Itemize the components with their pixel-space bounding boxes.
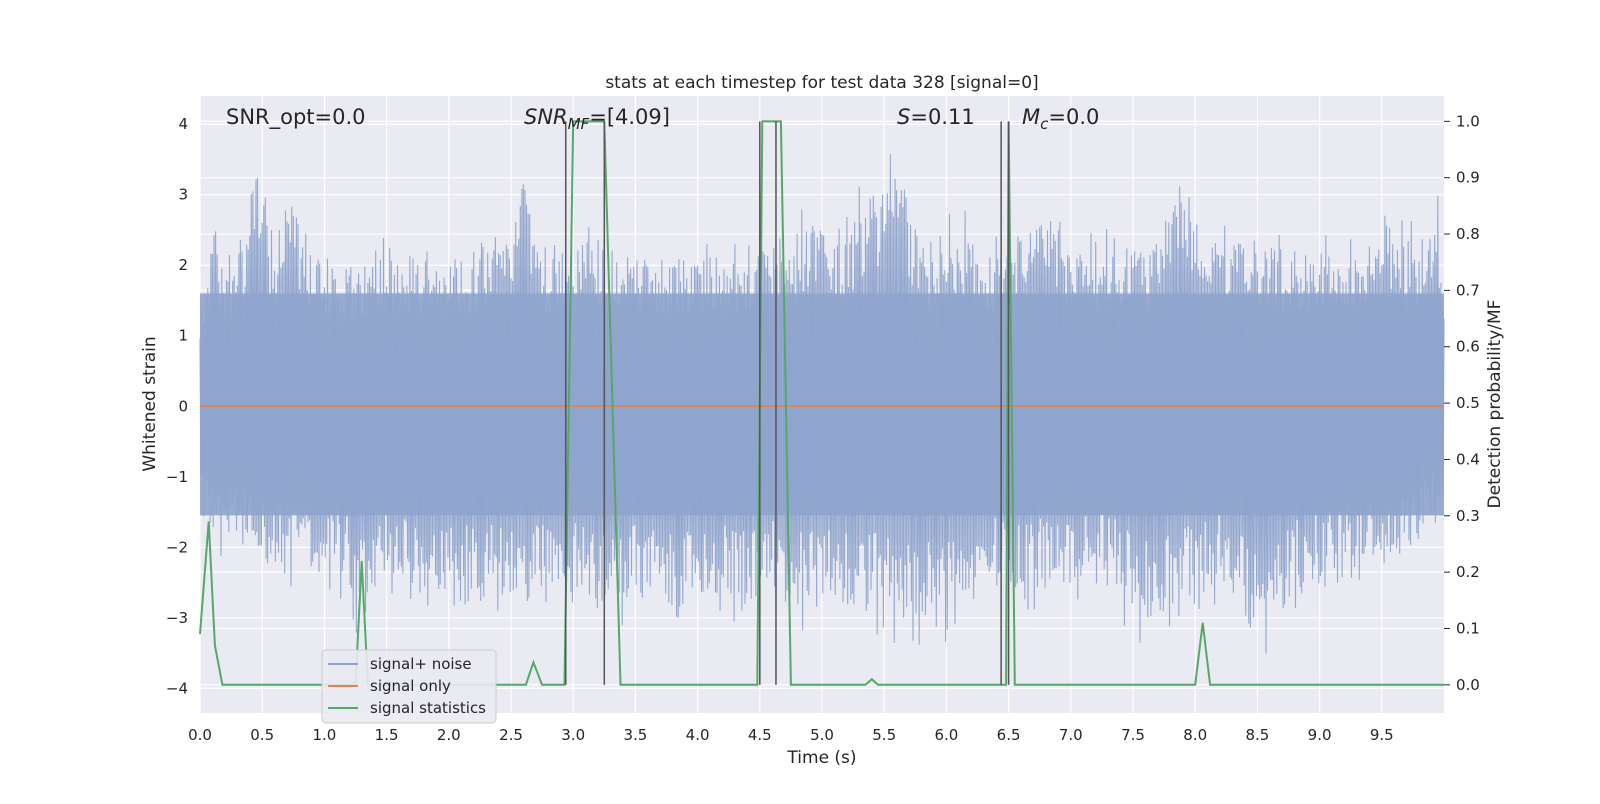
x-tick-label-19: 9.5: [1370, 726, 1394, 744]
legend-label-stats: signal statistics: [370, 699, 486, 717]
y2-tick-label-0: 0.0: [1456, 676, 1480, 694]
series-noise-core: [200, 293, 1444, 516]
y-tick-label-8: 4: [178, 115, 188, 133]
x-tick-label-2: 1.0: [312, 726, 336, 744]
legend-label-signal: signal only: [370, 677, 451, 695]
x-tick-label-6: 3.0: [561, 726, 585, 744]
annotation-mc-value: =0.0: [1048, 105, 1099, 129]
y2-tick-label-3: 0.3: [1456, 507, 1480, 525]
y-tick-label-1: −3: [166, 609, 188, 627]
x-tick-label-0: 0.0: [188, 726, 212, 744]
y2-tick-label-2: 0.2: [1456, 563, 1480, 581]
annotation-s-var: S: [897, 105, 910, 129]
y-tick-labels: −4 −3 −2 −1 0 1 2 3 4: [166, 115, 188, 697]
x-tick-labels: 0.0 0.5 1.0 1.5 2.0 2.5 3.0 3.5 4.0 4.5 5.0 5.5 6.0 6…: [188, 726, 1394, 744]
x-tick-label-7: 3.5: [623, 726, 647, 744]
y2-tick-label-5: 0.5: [1456, 394, 1480, 412]
annotation-s: S=0.11: [897, 105, 975, 129]
y2-tick-labels: 0.0 0.1 0.2 0.3 0.4 0.5 0.6 0.7 0.8 0.9 1.0: [1444, 112, 1480, 694]
y-tick-label-4: 0: [178, 397, 188, 415]
x-axis-label: Time (s): [786, 748, 856, 768]
x-tick-label-5: 2.5: [499, 726, 523, 744]
annotation-snr-mf-sub: MF: [568, 115, 590, 133]
x-tick-label-15: 7.5: [1121, 726, 1145, 744]
x-tick-label-4: 2.0: [437, 726, 461, 744]
x-tick-label-10: 5.0: [810, 726, 834, 744]
annotation-mc-var: M: [1022, 105, 1040, 129]
legend-box: [321, 649, 497, 724]
chart-title: stats at each timestep for test data 328…: [605, 73, 1038, 93]
annotation-snr-mf-prefix: SNR: [524, 105, 568, 129]
y2-tick-label-1: 0.1: [1456, 619, 1480, 637]
x-tick-label-8: 4.0: [686, 726, 710, 744]
marker-layer: [564, 121, 1010, 685]
legend: signal+ noise signal only signal statist…: [321, 649, 497, 724]
y-tick-label-2: −2: [166, 538, 188, 556]
x-tick-label-18: 9.0: [1308, 726, 1332, 744]
y2-tick-label-4: 0.4: [1456, 450, 1480, 468]
legend-label-noise: signal+ noise: [370, 655, 472, 673]
y-tick-label-7: 3: [178, 186, 188, 204]
x-tick-label-9: 4.5: [748, 726, 772, 744]
y2-axis-label: Detection probability/MF: [1485, 300, 1505, 509]
annotation-mc: Mc=0.0: [1022, 105, 1099, 133]
annotation-s-value: =0.11: [910, 105, 974, 129]
x-tick-label-14: 7.0: [1059, 726, 1083, 744]
annotation-mc-sub: c: [1040, 115, 1049, 133]
y-axis-label: Whitened strain: [140, 336, 160, 471]
stats-layer: [199, 120, 1444, 686]
series-stats-line: [199, 120, 1444, 686]
x-tick-label-12: 6.0: [934, 726, 958, 744]
x-tick-label-11: 5.5: [872, 726, 896, 744]
noise-layer: [199, 154, 1445, 654]
annotation-snr-mf: SNRMF=[4.09]: [524, 105, 670, 133]
x-tick-label-1: 0.5: [250, 726, 274, 744]
y2-tick-label-8: 0.8: [1456, 225, 1480, 243]
y-tick-label-3: −1: [166, 468, 188, 486]
y-tick-label-5: 1: [178, 327, 188, 345]
y2-tick-label-6: 0.6: [1456, 338, 1480, 356]
y2-tick-label-9: 0.9: [1456, 169, 1480, 187]
x-tick-label-3: 1.5: [375, 726, 399, 744]
annotation-snr-mf-value: =[4.09]: [589, 105, 670, 129]
y2-tick-label-10: 1.0: [1456, 112, 1480, 130]
annotation-snr-opt: SNR_opt=0.0: [226, 105, 366, 130]
y2-tick-label-7: 0.7: [1456, 281, 1480, 299]
y-tick-label-0: −4: [166, 679, 188, 697]
y-tick-label-6: 2: [178, 256, 188, 274]
x-tick-label-13: 6.5: [997, 726, 1021, 744]
x-tick-label-17: 8.5: [1245, 726, 1269, 744]
x-tick-label-16: 8.0: [1183, 726, 1207, 744]
